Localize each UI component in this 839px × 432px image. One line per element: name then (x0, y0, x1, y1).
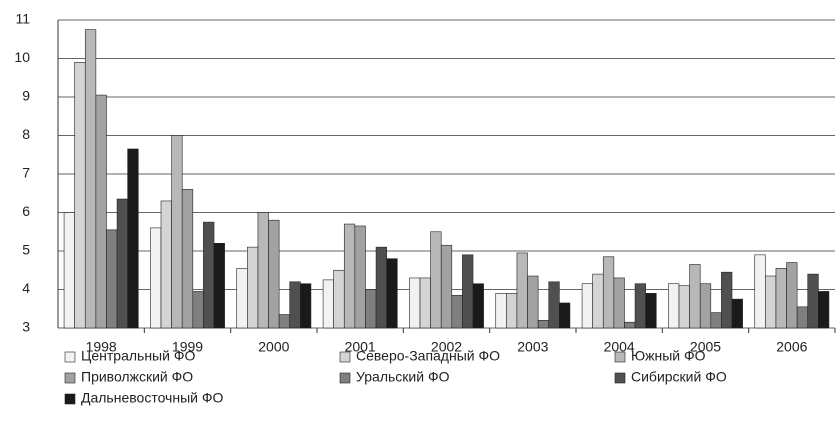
bar (181, 189, 194, 329)
bar (754, 254, 766, 329)
bar (678, 285, 690, 329)
bar (74, 62, 86, 329)
y-tick-label: 4 (22, 280, 30, 296)
legend-label: Сибирский ФО (631, 369, 727, 385)
x-tick-label: 2004 (604, 339, 635, 355)
bar (796, 306, 809, 329)
x-tick-label: 2000 (258, 339, 289, 355)
bar (106, 229, 118, 329)
bar (95, 94, 107, 329)
bar (495, 293, 507, 329)
y-tick-label: 3 (22, 319, 30, 335)
legend-label: Уральский ФО (356, 369, 450, 385)
legend-swatch (64, 372, 76, 384)
bar (419, 277, 431, 329)
bar (160, 200, 172, 329)
bar (699, 283, 712, 329)
legend-swatch (614, 351, 626, 363)
bar (668, 283, 680, 329)
y-tick-label: 11 (15, 11, 30, 27)
bar (116, 198, 128, 329)
bar (645, 293, 657, 329)
bar (257, 212, 269, 329)
legend-swatch (339, 372, 351, 384)
x-tick-label: 2002 (431, 339, 462, 355)
y-tick-label: 10 (14, 49, 30, 65)
bar (375, 246, 387, 329)
y-tick-label: 6 (22, 203, 30, 219)
bar (559, 302, 571, 329)
bar (537, 319, 550, 329)
bar (516, 252, 528, 329)
bar (247, 246, 259, 329)
bar (613, 277, 625, 329)
bar (451, 294, 463, 329)
bar (268, 219, 280, 329)
bar (624, 321, 636, 329)
bar (278, 314, 291, 329)
bar (506, 293, 518, 329)
x-tick-label: 2003 (517, 339, 548, 355)
bar (213, 243, 225, 329)
bar (84, 29, 97, 329)
bar (430, 231, 442, 329)
bar (602, 256, 615, 329)
x-tick-label: 1999 (172, 339, 203, 355)
x-tick-label: 2001 (345, 339, 376, 355)
bar (440, 244, 453, 329)
legend-swatch (614, 372, 626, 384)
bar (581, 283, 593, 329)
bar (721, 271, 733, 329)
bar (527, 275, 539, 329)
bar (548, 281, 560, 329)
bar (300, 283, 312, 329)
legend-label: Северо-Западный ФО (356, 348, 500, 364)
legend-label: Дальневосточный ФО (81, 390, 223, 406)
bar (127, 148, 139, 329)
bar (807, 273, 819, 329)
bar (236, 268, 248, 329)
legend-swatch (64, 351, 76, 363)
bar (472, 283, 484, 329)
bar (818, 291, 830, 329)
x-tick-label: 1998 (86, 339, 117, 355)
bar (192, 291, 204, 329)
y-tick-label: 7 (22, 165, 30, 181)
bar (171, 135, 183, 329)
legend-label: Южный ФО (631, 348, 706, 364)
bar (634, 283, 646, 329)
y-tick-label: 8 (22, 126, 30, 142)
bar (386, 258, 398, 329)
bar (365, 289, 377, 329)
bar (343, 223, 356, 329)
bar (333, 269, 345, 329)
bar (689, 264, 701, 329)
bar (409, 277, 421, 329)
bar (775, 268, 787, 329)
bar (731, 298, 743, 329)
legend-label: Центральный ФО (81, 348, 195, 364)
bar (786, 262, 798, 329)
y-tick-label: 9 (22, 88, 30, 104)
y-tick-label: 5 (22, 242, 30, 258)
bar (354, 225, 366, 329)
bar (710, 312, 722, 329)
legend-swatch (339, 351, 351, 363)
bar (150, 227, 162, 329)
bar (322, 279, 334, 329)
bar (592, 273, 604, 329)
bar (63, 212, 75, 329)
legend-label: Приволжский ФО (81, 369, 193, 385)
bar (289, 281, 301, 329)
legend-swatch (64, 393, 76, 405)
x-tick-label: 2005 (690, 339, 721, 355)
bar (462, 254, 474, 329)
bar (203, 221, 215, 329)
x-tick-label: 2006 (776, 339, 807, 355)
bar (765, 275, 777, 329)
